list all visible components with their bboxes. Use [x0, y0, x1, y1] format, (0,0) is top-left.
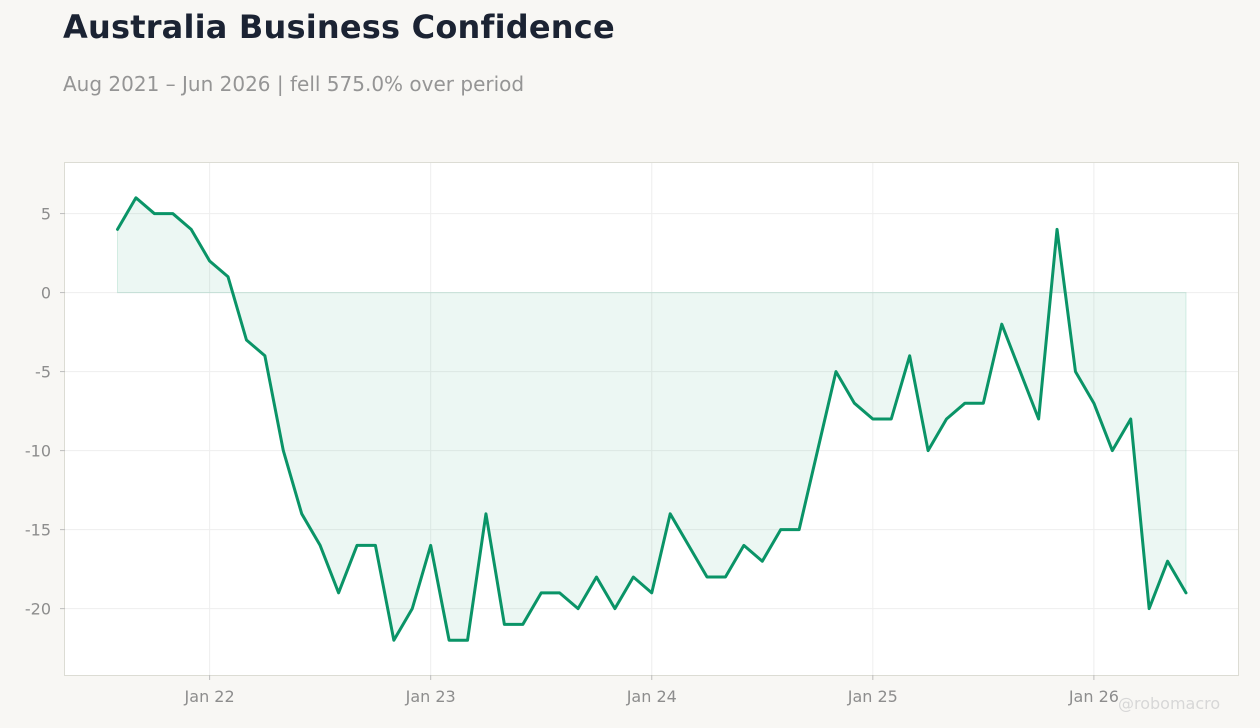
watermark: @robomacro [1118, 694, 1221, 713]
y-tick-label: -5 [35, 363, 51, 382]
series-line-layer [116, 196, 1188, 642]
x-tick-label: Jan 24 [626, 687, 677, 706]
series-line [116, 196, 1188, 642]
y-tick-label: -15 [25, 521, 51, 540]
chart-subtitle: Aug 2021 – Jun 2026 | fell 575.0% over p… [63, 72, 525, 96]
y-axis-ticks: 5 0 -5 -10 -15 -20 [25, 205, 65, 619]
x-tick-label: Jan 26 [1068, 687, 1119, 706]
y-tick-label: -10 [25, 442, 51, 461]
y-tick-label: 5 [41, 205, 51, 224]
x-tick-label: Jan 25 [847, 687, 898, 706]
chart-title: Australia Business Confidence [63, 8, 615, 46]
x-axis-ticks: Jan 22 Jan 23 Jan 24 Jan 25 Jan 26 [184, 675, 1119, 706]
x-tick-label: Jan 22 [184, 687, 235, 706]
x-tick-label: Jan 23 [405, 687, 456, 706]
y-tick-label: -20 [25, 600, 51, 619]
y-tick-label: 0 [41, 284, 51, 303]
